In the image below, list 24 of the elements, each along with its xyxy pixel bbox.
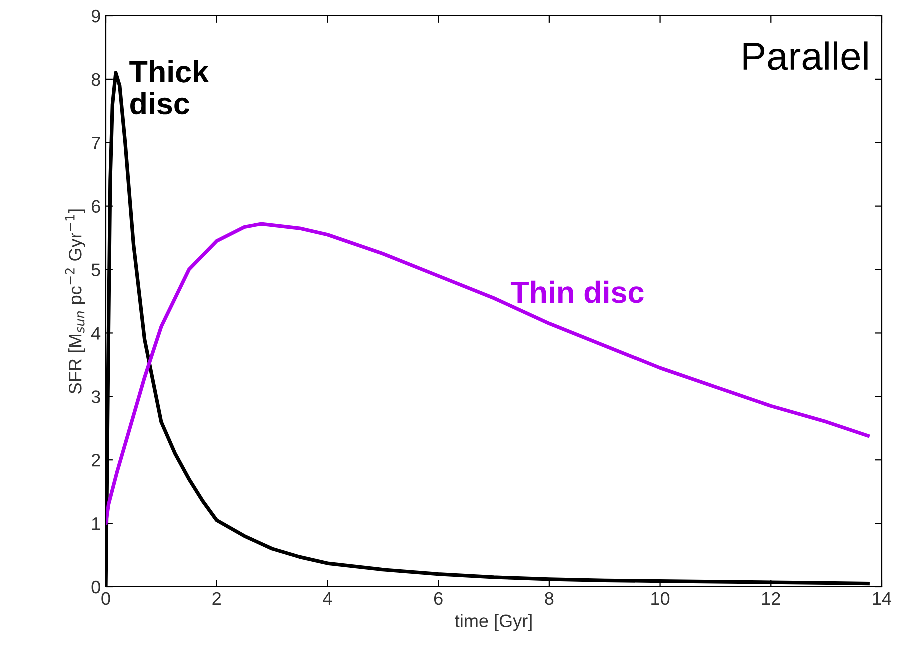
series-label: Thin disc [510,280,644,304]
y-axis-title: SFR [M$_{sun}$ pc$^{−2}$ Gyr$^{−1}$] [65,210,86,394]
y-tick-label: 7 [92,137,100,150]
y-tick-label: 1 [92,518,100,530]
y-tick-label: 0 [92,580,100,594]
x-tick-label: 4 [323,592,332,605]
x-tick-label: 10 [652,592,670,606]
x-tick-label: 8 [545,592,554,606]
y-tick-label: 8 [92,73,100,86]
x-tick-label: 0 [102,592,110,606]
x-tick-label: 6 [434,592,443,606]
y-tick-label: 4 [92,327,101,340]
y-tick-label: 2 [92,454,100,467]
y-tick-label: 3 [92,390,100,404]
y-tick-label: 9 [92,10,100,23]
x-tick-label: 14 [873,592,892,605]
series-label: Thick disc [130,60,210,115]
line-series [106,222,870,526]
x-axis-title: time [Gyr] [455,614,532,632]
x-tick-label: 12 [762,592,780,605]
y-tick-label: 5 [92,264,100,276]
y-tick-label: 6 [92,200,100,214]
x-tick-label: 2 [212,592,221,605]
annotation: Parallel [744,42,868,70]
